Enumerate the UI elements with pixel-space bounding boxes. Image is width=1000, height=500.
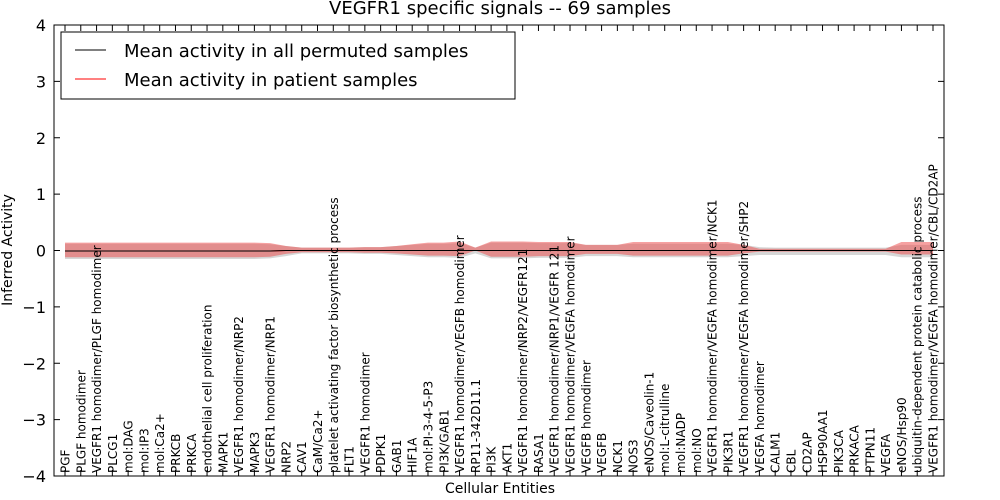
x-tick-label: mol:NADP — [674, 413, 688, 473]
x-tick-label: PGF — [59, 449, 73, 473]
y-tick-label: 4 — [36, 16, 46, 35]
series-lines — [65, 250, 933, 252]
x-axis-ticks: PGF PLGF homodimer VEGFR1 homodimer/PLGF h… — [59, 25, 941, 476]
x-tick-label: VEGFR1 homodimer/VEGFA homodimer/CBL/CD2… — [927, 164, 941, 473]
legend-label-permuted: Mean activity in all permuted samples — [124, 41, 468, 62]
x-tick-label: PI3K — [485, 446, 499, 473]
y-tick-label: 1 — [36, 185, 46, 204]
y-axis-label: Inferred Activity — [0, 194, 16, 306]
x-tick-label: HSP90AA1 — [816, 409, 830, 473]
y-tick-label: 3 — [36, 72, 46, 91]
x-tick-label: AKT1 — [500, 443, 514, 473]
x-tick-label: mol:Ca2+ — [153, 413, 167, 473]
x-tick-label: PDPK1 — [374, 434, 388, 473]
legend-box — [60, 31, 516, 100]
x-tick-label: FLT1 — [343, 446, 357, 473]
x-tick-label: PIK3R1 — [721, 431, 735, 473]
x-tick-label: CALM1 — [769, 432, 783, 473]
x-tick-label: VEGFB homodimer — [579, 360, 593, 473]
y-tick-label: −3 — [22, 411, 46, 430]
x-tick-label: VEGFR1 homodimer/VEGFA homodimer/SHP2 — [737, 201, 751, 473]
x-tick-label: VEGFR1 homodimer/NRP1 — [264, 316, 278, 473]
x-tick-label: VEGFA — [879, 433, 893, 473]
x-tick-label: MAPK3 — [248, 432, 262, 473]
x-tick-label: CBL — [784, 449, 798, 473]
x-tick-label: eNOS/Caveolin-1 — [642, 372, 656, 473]
y-tick-label: −1 — [22, 298, 46, 317]
x-tick-label: VEGFR1 homodimer/VEGFB homodimer — [453, 235, 467, 473]
band-patient — [65, 241, 933, 258]
x-tick-label: mol:PI-3-4-5-P3 — [421, 381, 435, 473]
y-tick-label: −2 — [22, 354, 46, 373]
y-tick-label: 0 — [36, 242, 46, 261]
x-tick-label: NCK1 — [611, 440, 625, 473]
line-permuted — [65, 250, 933, 252]
x-tick-label: CAV1 — [295, 441, 309, 473]
x-tick-label: VEGFR1 homodimer/VEGFA homodimer — [564, 236, 578, 473]
x-tick-label: PTPN11 — [863, 427, 877, 473]
x-tick-label: VEGFR1 homodimer/NRP1/VEGFR 121 — [548, 245, 562, 473]
x-tick-label: RASA1 — [532, 433, 546, 473]
legend-label-patient: Mean activity in patient samples — [124, 70, 418, 91]
x-tick-label: PIK3CA — [832, 429, 846, 473]
x-tick-label: VEGFR1 homodimer — [358, 352, 372, 473]
x-tick-label: PLCG1 — [106, 434, 120, 473]
y-axis-ticks: −4 −3 −2 −1 0 1 2 3 4 — [22, 16, 944, 486]
legend: Mean activity in all permuted samples Me… — [60, 31, 516, 100]
x-tick-label: VEGFR1 homodimer/NRP2 — [232, 316, 246, 473]
x-tick-label: platelet activating factor biosynthetic … — [327, 197, 341, 473]
x-tick-label: PRKCB — [169, 434, 183, 473]
x-tick-label: ubiquitin-dependent protein catabolic pr… — [911, 197, 925, 473]
x-tick-label: VEGFA homodimer — [753, 361, 767, 473]
x-tick-label: PLGF homodimer — [74, 370, 88, 473]
x-tick-label: NOS3 — [627, 439, 641, 473]
x-tick-label: PI3K/GAB1 — [437, 409, 451, 473]
x-tick-label: PRKCA — [185, 433, 199, 473]
x-tick-label: NRP2 — [279, 441, 293, 473]
x-axis-label: Cellular Entities — [445, 481, 555, 497]
x-tick-label: PRKACA — [848, 424, 862, 473]
x-tick-label: VEGFB — [595, 433, 609, 473]
y-tick-label: −4 — [22, 467, 46, 486]
x-tick-label: MAPK1 — [216, 432, 230, 473]
x-tick-label: mol:DAG — [122, 420, 136, 473]
y-tick-label: 2 — [36, 129, 46, 148]
x-tick-label: mol:IP3 — [137, 428, 151, 473]
x-tick-label: CD2AP — [800, 432, 814, 473]
x-tick-label: mol:L-citrulline — [658, 384, 672, 473]
x-tick-label: endothelial cell proliferation — [201, 305, 215, 473]
x-tick-label: RP11-342D11.1 — [469, 379, 483, 473]
x-tick-label: mol:NO — [690, 428, 704, 473]
x-tick-label: VEGFR1 homodimer/NRP2/VEGFR121 — [516, 249, 530, 473]
chart-title: VEGFR1 specific signals -- 69 samples — [329, 0, 671, 19]
x-tick-label: HIF1A — [406, 437, 420, 473]
x-tick-label: CaM/Ca2+ — [311, 409, 325, 473]
x-tick-label: VEGFR1 homodimer/VEGFA homodimer/NCK1 — [706, 199, 720, 473]
x-tick-label: eNOS/Hsp90 — [895, 397, 909, 473]
x-tick-label: VEGFR1 homodimer/PLGF homodimer — [90, 245, 104, 473]
x-tick-label: GAB1 — [390, 440, 404, 473]
